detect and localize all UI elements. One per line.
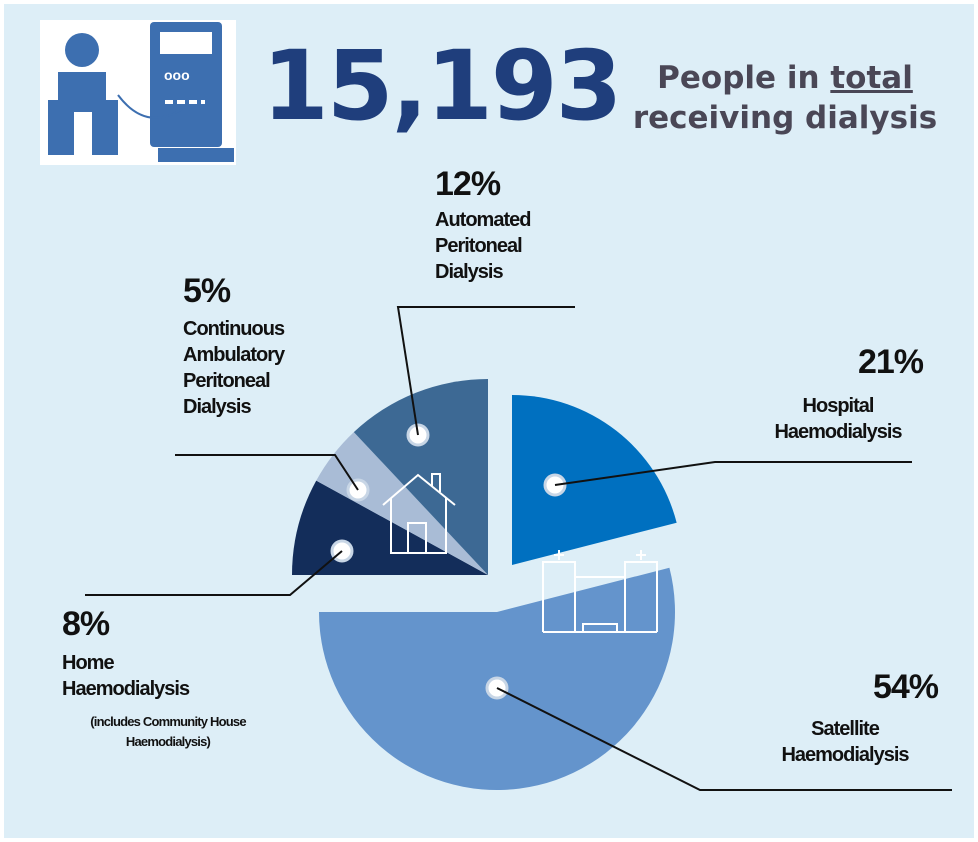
svg-text:ooo: ooo (164, 67, 190, 83)
leader-lines (85, 306, 952, 791)
subtitle: People in total receiving dialysis (610, 58, 960, 138)
house-icon (382, 473, 456, 554)
value-label: 21% (857, 343, 924, 381)
annotation: (includes Community House Haemodialysis) (90, 714, 246, 749)
dialysis-icon: ooo (40, 20, 236, 165)
category-label: Continuous Ambulatory Peritoneal Dialysi… (183, 318, 285, 418)
subtitle-text: receiving dialysis (632, 100, 938, 136)
value-label: 8% (62, 605, 110, 643)
category-label: Automated Peritoneal Dialysis (435, 209, 531, 283)
subtitle-text: People in (657, 60, 820, 96)
headline-number: 15,193 (262, 30, 622, 142)
subtitle-emphasis: total (830, 60, 913, 96)
hospital-icon (542, 550, 658, 633)
category-label: Home Haemodialysis (62, 652, 190, 700)
value-label: 12% (435, 165, 501, 203)
category-label: Hospital Haemodialysis (774, 395, 902, 443)
category-label: Satellite Haemodialysis (781, 718, 909, 766)
value-label: 54% (872, 668, 939, 706)
value-label: 5% (183, 272, 231, 310)
